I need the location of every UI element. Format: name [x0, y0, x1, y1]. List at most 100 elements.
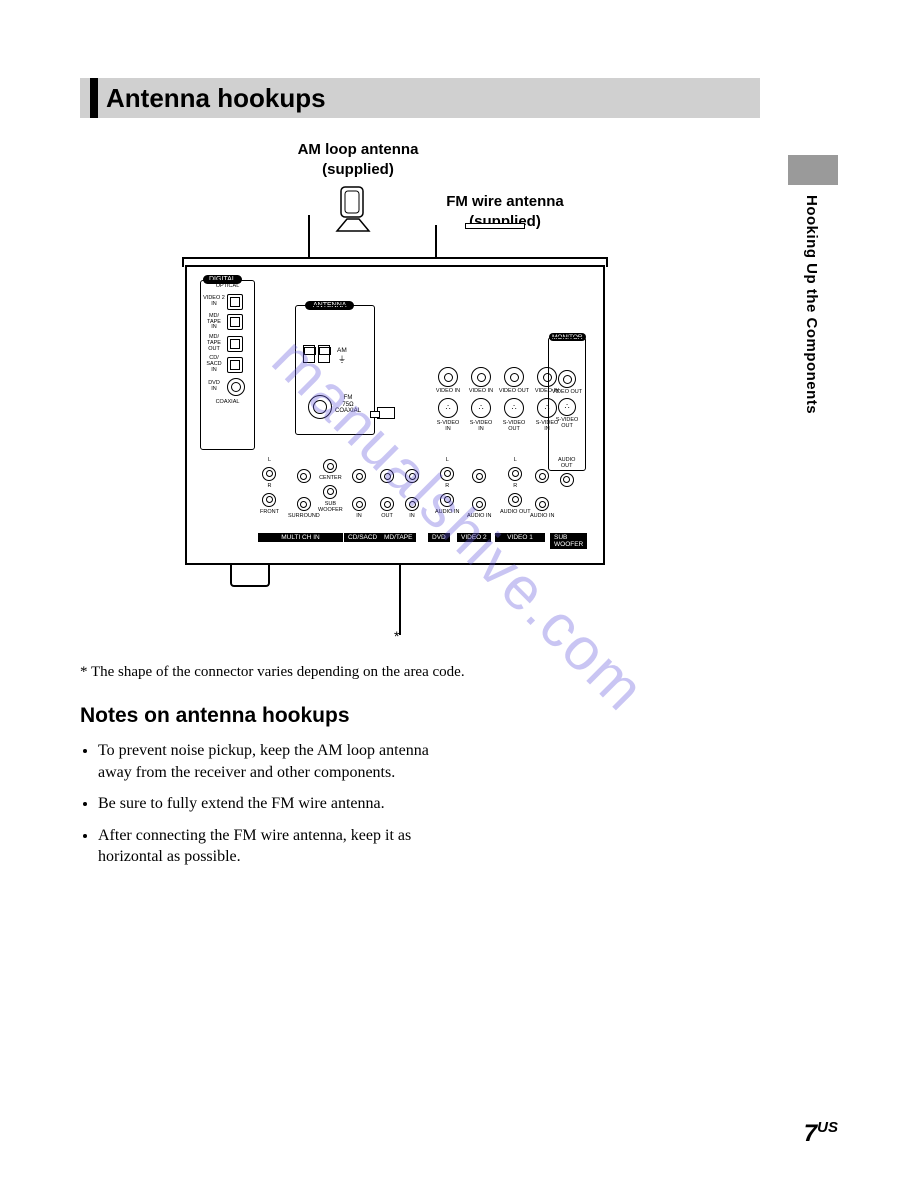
- section-tab-shade: [788, 155, 838, 185]
- fm-plug-icon: [377, 407, 395, 419]
- svideo-jack-icon: [471, 398, 491, 418]
- multi-ch-footer: MULTI CH IN: [258, 533, 343, 542]
- connector-footnote: * The shape of the connector varies depe…: [80, 664, 465, 681]
- video2-footer: VIDEO 2: [457, 533, 491, 542]
- digital-block: OPTICAL VIDEO 2 IN MD/ TAPE IN MD/ TAPE …: [200, 280, 255, 450]
- rca-jack-icon: [472, 497, 486, 511]
- asterisk-marker: *: [394, 628, 399, 644]
- rca-jack-icon: [262, 467, 276, 481]
- r-label: R: [445, 484, 449, 490]
- note-item: Be sure to fully extend the FM wire ante…: [98, 793, 460, 815]
- audioout-label: AUDIO OUT: [500, 510, 531, 516]
- jack-column: IN: [405, 458, 419, 520]
- coaxial-jack-icon: [227, 378, 245, 396]
- jack-column: L R AUDIO IN: [435, 458, 459, 515]
- svideo-jack-icon: [504, 398, 524, 418]
- note-item: To prevent noise pickup, keep the AM loo…: [98, 740, 460, 783]
- out-label: OUT: [381, 514, 393, 520]
- rca-jack-icon: [405, 469, 419, 483]
- rca-jack-icon: [352, 469, 366, 483]
- rca-jack-icon: [504, 367, 524, 387]
- mdtape-footer: MD/TAPE: [380, 533, 416, 542]
- video-out-label: VIDEO OUT: [499, 389, 529, 395]
- audioin-label: AUDIO IN: [467, 514, 491, 520]
- video-column: VIDEO IN S-VIDEO IN: [432, 365, 464, 432]
- rca-jack-icon: [297, 497, 311, 511]
- in-label: IN: [356, 514, 362, 520]
- rca-jack-icon: [440, 493, 454, 507]
- notes-heading: Notes on antenna hookups: [80, 704, 350, 728]
- rca-jack-icon: [297, 469, 311, 483]
- am-terminal-icon: [318, 345, 330, 363]
- rca-jack-icon: [508, 493, 522, 507]
- page-title: Antenna hookups: [106, 83, 326, 114]
- callout-am-antenna: AM loop antenna (supplied): [268, 140, 448, 179]
- fm-coax-label: FM 75Ω COAXIAL: [335, 395, 361, 415]
- video-in-label: VIDEO IN: [469, 389, 493, 395]
- page-number: 7US: [804, 1119, 838, 1148]
- notes-list: To prevent noise pickup, keep the AM loo…: [80, 740, 460, 878]
- video-column: VIDEO OUT S-VIDEO OUT: [498, 365, 530, 432]
- optical-row: MD/ TAPE IN: [203, 314, 252, 331]
- video1-footer: VIDEO 1: [495, 533, 545, 542]
- fm-wire-icon: [465, 223, 525, 229]
- surround-label: SURROUND: [288, 514, 320, 520]
- page-num: 7: [804, 1120, 817, 1147]
- rca-jack-icon: [535, 469, 549, 483]
- page-title-bar: Antenna hookups: [80, 78, 760, 118]
- svideo-label: S-VIDEO OUT: [503, 421, 526, 433]
- jack-column: SURROUND: [288, 458, 320, 520]
- rca-jack-icon: [440, 467, 454, 481]
- rca-jack-icon: [471, 367, 491, 387]
- audioin-label: AUDIO IN: [530, 514, 554, 520]
- rca-jack-icon: [323, 459, 337, 473]
- optical-row: MD/ TAPE OUT: [203, 335, 252, 352]
- coaxial-sublabel: COAXIAL: [201, 400, 254, 406]
- rca-jack-icon: [405, 497, 419, 511]
- jack-column: L R FRONT: [260, 458, 279, 515]
- callout-am-line1: AM loop antenna: [268, 140, 448, 160]
- title-accent: [90, 78, 98, 118]
- note-item: After connecting the FM wire antenna, ke…: [98, 825, 460, 868]
- cdsacd-footer: CD/SACD: [344, 533, 381, 542]
- optical-row: CD/ SACD IN: [203, 356, 252, 373]
- video-in-label: VIDEO IN: [436, 389, 460, 395]
- fm-coax-jack-icon: [308, 395, 332, 419]
- l-label: L: [268, 458, 271, 464]
- rca-jack-icon: [472, 469, 486, 483]
- optical-label: OPTICAL: [201, 284, 254, 290]
- center-label: CENTER: [319, 476, 342, 482]
- optical-jack-icon: [227, 357, 243, 373]
- coax-label: DVD IN: [203, 381, 225, 393]
- svideo-label: S-VIDEO IN: [470, 421, 493, 433]
- l-label: L: [446, 458, 449, 464]
- jack-column: AUDIO IN: [467, 458, 491, 520]
- r-label: R: [267, 484, 271, 490]
- subw-footer: SUB WOOFER: [550, 533, 587, 549]
- am-loop-icon: [335, 185, 375, 235]
- rca-jack-icon: [560, 473, 574, 487]
- receiver-foot: [230, 565, 270, 587]
- in-label: IN: [409, 514, 415, 520]
- rca-jack-icon: [380, 497, 394, 511]
- jack-column: OUT: [380, 458, 394, 520]
- rca-jack-icon: [537, 367, 557, 387]
- audioin-label: AUDIO IN: [435, 510, 459, 516]
- receiver-diagram: DIGITAL OPTICAL VIDEO 2 IN MD/ TAPE IN M…: [175, 175, 605, 605]
- rca-jack-icon: [323, 485, 337, 499]
- subw-label: SUB WOOFER: [318, 502, 343, 514]
- rca-jack-icon: [508, 467, 522, 481]
- bottom-jack-strip: L R FRONT SURROUND CENTER SUB WOOFER IN: [260, 458, 586, 538]
- jack-column: IN: [352, 458, 366, 520]
- jack-column: CENTER SUB WOOFER: [318, 458, 343, 513]
- front-label: FRONT: [260, 510, 279, 516]
- am-terminal-icon: [303, 345, 315, 363]
- video-column: VIDEO IN S-VIDEO IN: [465, 365, 497, 432]
- optical-row: VIDEO 2 IN: [203, 294, 252, 310]
- audio-out-label: AUDIO OUT: [558, 458, 575, 470]
- l-label: L: [514, 458, 517, 464]
- opt-label: CD/ SACD IN: [203, 356, 225, 373]
- video-in-label: VIDEO IN: [535, 389, 559, 395]
- svideo-label: S-VIDEO IN: [437, 421, 460, 433]
- am-label: AM: [337, 347, 347, 354]
